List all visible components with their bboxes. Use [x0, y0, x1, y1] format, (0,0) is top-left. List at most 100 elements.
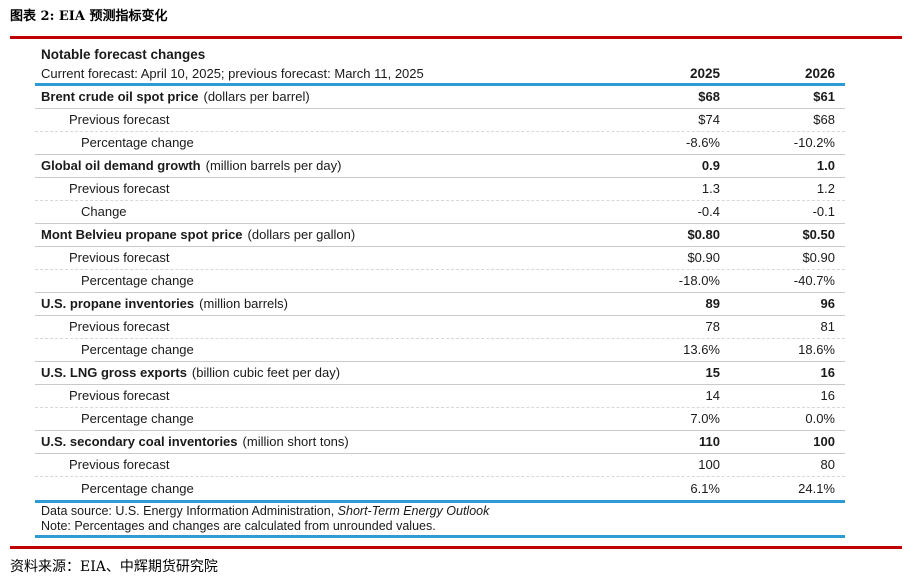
metric-unit: (million barrels): [199, 296, 289, 311]
column-header-2026: 2026: [804, 66, 835, 81]
row-label: Change: [81, 204, 127, 219]
value-2026: 24.1%: [798, 480, 835, 496]
value-2026: -10.2%: [793, 135, 835, 150]
metric-name: U.S. LNG gross exports: [41, 365, 187, 380]
data-source-text: Data source: U.S. Energy Information Adm…: [41, 504, 338, 518]
forecast-table: Notable forecast changes Current forecas…: [35, 45, 845, 538]
metric-name: U.S. propane inventories: [41, 296, 195, 311]
value-2026: 16: [820, 365, 835, 380]
table-header: Notable forecast changes Current forecas…: [35, 45, 845, 86]
value-2026: $0.50: [802, 227, 835, 242]
row-label: Previous forecast: [69, 457, 170, 472]
table-row-previous: Previous forecast $74 $68: [35, 109, 845, 132]
value-2025: 6.1%: [690, 480, 720, 496]
row-label: Previous forecast: [69, 388, 170, 403]
table-footnotes: Data source: U.S. Energy Information Adm…: [35, 500, 845, 538]
metric-unit: (million short tons): [242, 434, 349, 449]
value-2026: 1.0: [816, 158, 835, 173]
value-2025: $0.90: [687, 250, 720, 265]
table-title: Notable forecast changes: [41, 47, 206, 62]
value-2026: 1.2: [816, 181, 835, 196]
metric-label: U.S. LNG gross exports (billion cubic fee…: [35, 362, 610, 384]
table-row-previous: Previous forecast 100 80: [35, 454, 845, 477]
metric-name: Brent crude oil spot price: [41, 89, 199, 104]
table-row-change: Percentage change 13.6% 18.6%: [35, 339, 845, 362]
value-2025: -8.6%: [686, 135, 720, 150]
row-label: Percentage change: [81, 342, 194, 357]
metric-label: Global oil demand growth (million barrels…: [35, 155, 610, 177]
value-2026: 100: [813, 434, 835, 449]
row-label: Percentage change: [81, 135, 194, 150]
value-2025: $68: [698, 89, 720, 104]
value-2026: 18.6%: [798, 342, 835, 357]
value-2025: 110: [699, 434, 720, 449]
value-2025: $0.80: [687, 227, 720, 242]
data-source-note: Data source: U.S. Energy Information Adm…: [41, 504, 845, 519]
metric-label: Mont Belvieu propane spot price (dollars …: [35, 224, 610, 246]
table-subtitle: Current forecast: April 10, 2025; previo…: [41, 66, 424, 81]
metric-unit: (million barrels per day): [205, 158, 342, 173]
value-2025: 14: [705, 388, 720, 403]
column-header-2025: 2025: [689, 66, 720, 81]
table-row-metric: U.S. secondary coal inventories (million …: [35, 431, 845, 454]
row-label: Previous forecast: [69, 250, 170, 265]
table-row-change: Percentage change 7.0% 0.0%: [35, 408, 845, 431]
data-source-publication: Short-Term Energy Outlook: [337, 504, 490, 518]
metric-name: Mont Belvieu propane spot price: [41, 227, 243, 242]
value-2026: 16: [820, 388, 835, 403]
value-2025: 1.3: [701, 181, 720, 196]
top-red-divider: [10, 36, 902, 39]
value-2026: $61: [813, 89, 835, 104]
table-row-metric: Brent crude oil spot price (dollars per b…: [35, 86, 845, 109]
row-label: Percentage change: [81, 411, 194, 426]
bottom-red-divider: [10, 546, 902, 549]
table-subheader-row: Current forecast: April 10, 2025; previo…: [35, 64, 845, 83]
value-2025: $74: [698, 112, 720, 127]
metric-unit: (dollars per gallon): [247, 227, 356, 242]
value-2025: 89: [705, 296, 720, 311]
table-row-change: Change -0.4 -0.1: [35, 201, 845, 224]
metric-name: U.S. secondary coal inventories: [41, 434, 238, 449]
value-2026: 80: [820, 457, 835, 472]
value-2025: 100: [698, 457, 720, 472]
metric-label: Brent crude oil spot price (dollars per b…: [35, 86, 610, 108]
value-2025: 78: [705, 319, 720, 334]
table-row-metric: Global oil demand growth (million barrels…: [35, 155, 845, 178]
metric-label: U.S. propane inventories (million barrels…: [35, 293, 610, 315]
value-2026: 81: [820, 319, 835, 334]
table-row-previous: Previous forecast 1.3 1.2: [35, 178, 845, 201]
table-row-previous: Previous forecast $0.90 $0.90: [35, 247, 845, 270]
value-2026: 0.0%: [805, 411, 835, 426]
value-2025: 15: [705, 365, 720, 380]
table-row-change: Percentage change -18.0% -40.7%: [35, 270, 845, 293]
value-2026: 96: [820, 296, 835, 311]
value-2026: $0.90: [802, 250, 835, 265]
row-label: Percentage change: [81, 273, 194, 288]
row-label: Previous forecast: [69, 319, 170, 334]
value-2025: -18.0%: [678, 273, 720, 288]
table-row-previous: Previous forecast 78 81: [35, 316, 845, 339]
value-2026: $68: [813, 112, 835, 127]
metric-unit: (dollars per barrel): [203, 89, 310, 104]
value-2025: -0.4: [697, 204, 720, 219]
table-row-metric: U.S. LNG gross exports (billion cubic fee…: [35, 362, 845, 385]
source-attribution: 资料来源：EIA、中辉期货研究院: [10, 559, 218, 575]
metric-name: Global oil demand growth: [41, 158, 201, 173]
table-row-change: Percentage change -8.6% -10.2%: [35, 132, 845, 155]
value-2025: 7.0%: [690, 411, 720, 426]
rounding-note: Note: Percentages and changes are calcul…: [41, 519, 436, 533]
value-2025: 0.9: [701, 158, 720, 173]
metric-label: U.S. secondary coal inventories (million …: [35, 431, 610, 453]
row-label: Previous forecast: [69, 112, 170, 127]
row-label: Percentage change: [81, 480, 194, 496]
table-row-previous: Previous forecast 14 16: [35, 385, 845, 408]
figure-title: 图表 2: EIA 预测指标变化: [10, 9, 168, 24]
value-2025: 13.6%: [683, 342, 720, 357]
table-row-metric: Mont Belvieu propane spot price (dollars …: [35, 224, 845, 247]
value-2026: -40.7%: [793, 273, 835, 288]
value-2026: -0.1: [812, 204, 835, 219]
table-row-metric: U.S. propane inventories (million barrels…: [35, 293, 845, 316]
table-row-change: Percentage change 6.1% 24.1%: [35, 477, 845, 500]
metric-unit: (billion cubic feet per day): [191, 365, 341, 380]
row-label: Previous forecast: [69, 181, 170, 196]
